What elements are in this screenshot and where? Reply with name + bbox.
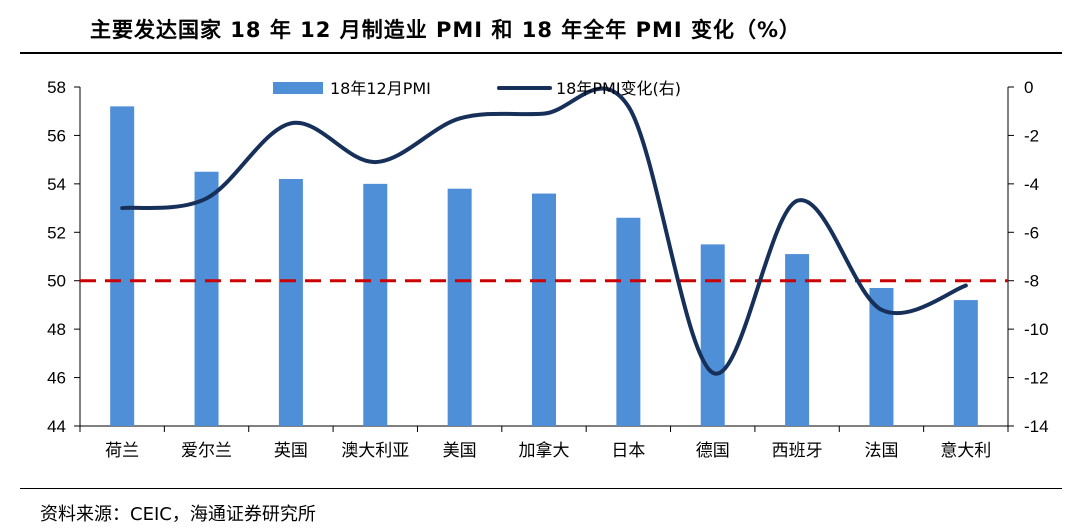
chart-svg: 44 46 48 50 52 54 56 58 -14 -12 -10 -8 -6 -4 -2 0 荷兰 爱尔兰 英… (47, 78, 1049, 461)
x-tick-label: 日本 (611, 441, 645, 461)
bar (194, 171, 219, 426)
bar (363, 183, 388, 426)
bar (278, 179, 303, 426)
source-divider (20, 488, 1062, 489)
series-line-pmi-change (120, 86, 968, 376)
y-right-tick-label: -12 (1024, 369, 1049, 388)
x-tick-label: 法国 (864, 441, 898, 461)
bar (616, 217, 641, 426)
bar (700, 244, 725, 426)
y-left-tick-label: 54 (47, 175, 66, 194)
y-right-tick-label: -2 (1024, 126, 1039, 145)
chart-title: 主要发达国家 18 年 12 月制造业 PMI 和 18 年全年 PMI 变化（… (90, 18, 802, 42)
x-tick-label: 美国 (443, 441, 477, 461)
y-right-tick-label: -14 (1024, 417, 1049, 436)
bar (110, 106, 135, 426)
x-tick-label: 英国 (274, 441, 308, 461)
y-left-tick-label: 50 (47, 272, 66, 291)
x-tick-label: 澳大利亚 (341, 441, 409, 461)
y-left-tick-label: 58 (47, 78, 66, 97)
source-note: 资料来源：CEIC，海通证券研究所 (40, 504, 316, 525)
y-right-tick-label: 0 (1024, 78, 1033, 97)
y-left-tick-label: 56 (47, 126, 66, 145)
bar (953, 300, 978, 426)
x-tick-label: 爱尔兰 (181, 441, 232, 461)
y-left-tick-label: 48 (47, 320, 66, 339)
bar (447, 188, 472, 426)
y-left-tick-label: 46 (47, 369, 66, 388)
x-tick-label: 荷兰 (105, 441, 139, 461)
title-divider (20, 52, 1062, 54)
y-left-tick-label: 44 (47, 417, 66, 436)
bar (785, 254, 810, 426)
bar (532, 193, 556, 426)
x-tick-label: 加拿大 (519, 440, 570, 461)
y-right-tick-label: -4 (1024, 175, 1039, 194)
x-tick-label: 德国 (696, 441, 730, 461)
legend-label-bar: 18年12月PMI (330, 79, 431, 98)
y-right-tick-label: -8 (1024, 272, 1039, 291)
y-left-tick-label: 52 (47, 223, 66, 242)
y-right-tick-label: -10 (1024, 320, 1049, 339)
x-tick-label: 意大利 (940, 441, 991, 461)
legend-label-line: 18年PMI变化(右) (556, 79, 681, 98)
x-tick-label: 西班牙 (772, 441, 823, 461)
legend-swatch-bar (273, 82, 323, 94)
y-right-tick-label: -6 (1024, 223, 1039, 242)
